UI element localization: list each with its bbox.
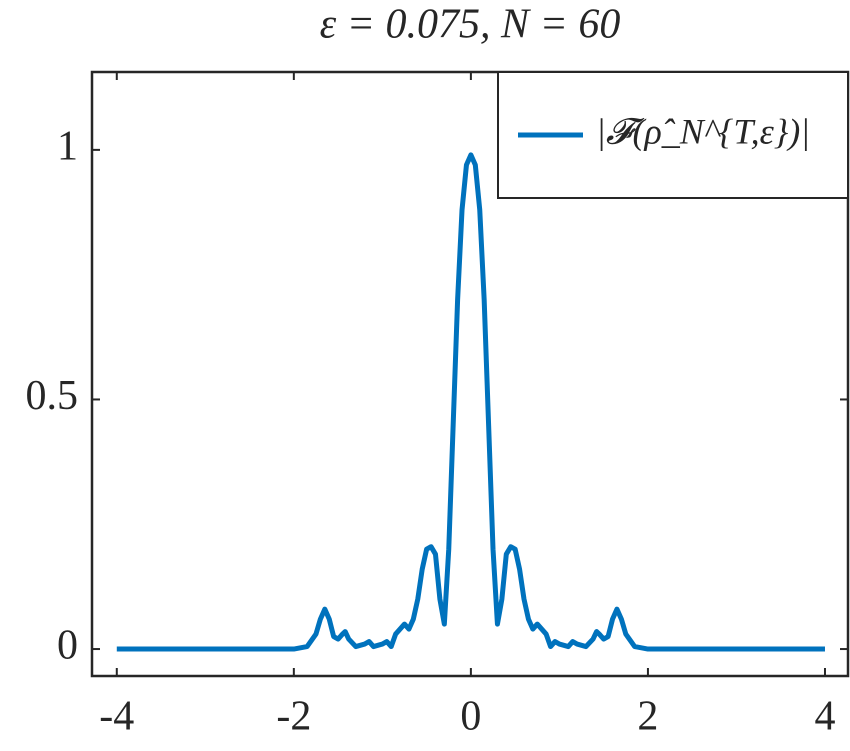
chart-title: ε = 0.075, N = 60 [320, 2, 621, 48]
x-tick-label: 4 [814, 694, 835, 740]
x-tick-label: -2 [276, 694, 311, 740]
data-line [116, 152, 825, 652]
y-tick-label: 1 [57, 124, 78, 170]
x-tick-label: 0 [460, 694, 481, 740]
plot-frame [90, 70, 850, 678]
y-tick-label: 0.5 [26, 373, 79, 419]
x-tick-label: 2 [637, 694, 658, 740]
y-tick-label: 0 [57, 623, 78, 669]
legend-label: |𝓕(ρ̂_N^{T,ε})| [596, 111, 810, 151]
x-tick-label: -4 [99, 694, 134, 740]
